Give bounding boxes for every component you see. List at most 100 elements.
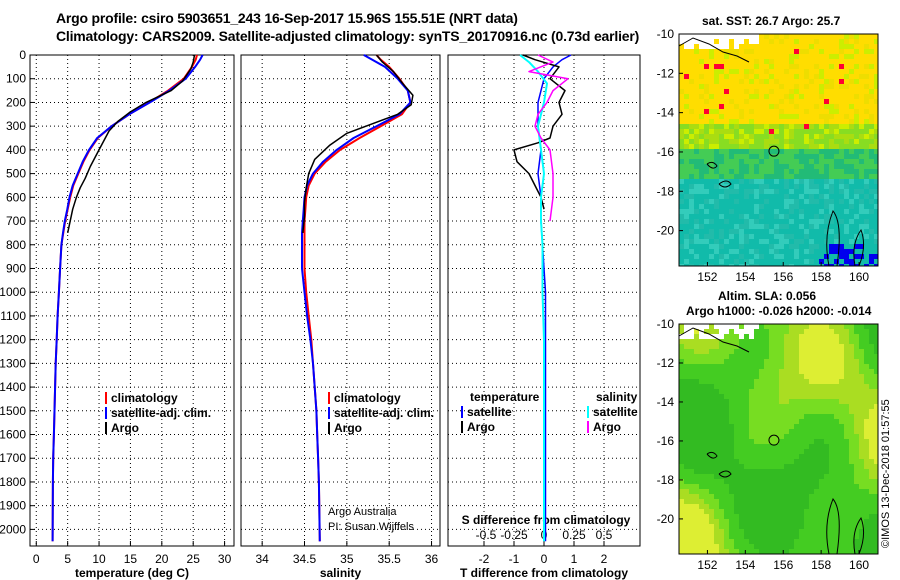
sla-map-pixel: [759, 504, 764, 509]
sla-map-pixel: [744, 414, 749, 419]
sst-map-pixel: [694, 134, 699, 139]
sst-map-pixel: [754, 174, 759, 179]
sst-map-pixel: [719, 114, 724, 119]
sla-map-pixel: [834, 544, 839, 549]
sla-map-pixel: [724, 324, 729, 329]
sst-map-pixel: [724, 244, 729, 249]
sst-map-pixel: [784, 84, 789, 89]
sla-map-pixel: [754, 354, 759, 359]
sst-map-pixel: [709, 134, 714, 139]
sla-map-pixel: [874, 479, 878, 484]
sla-map-pixel: [744, 464, 749, 469]
sst-map-pixel: [764, 179, 769, 184]
sla-map-pixel: [774, 374, 779, 379]
sla-map-pixel: [839, 449, 844, 454]
sst-map-pixel: [689, 84, 694, 89]
sla-map-pixel: [779, 509, 784, 514]
sst-map-pixel: [724, 254, 729, 259]
sla-map-pixel: [714, 399, 719, 404]
sst-map-pixel: [849, 64, 854, 69]
sla-map-pixel: [689, 424, 694, 429]
sla-map-pixel: [874, 419, 878, 424]
sst-map-pixel: [694, 194, 699, 199]
sla-map-pixel: [849, 509, 854, 514]
sst-map-pixel: [719, 144, 724, 149]
sla-map-pixel: [874, 374, 878, 379]
sst-map-pixel: [869, 179, 874, 184]
sla-map-pixel: [789, 464, 794, 469]
sst-map-pixel: [864, 209, 869, 214]
sst-map-pixel: [859, 89, 864, 94]
sla-map-pixel: [819, 459, 824, 464]
sla-map-pixel: [759, 379, 764, 384]
sla-map-pixel: [819, 439, 824, 444]
sst-map-pixel: [839, 139, 844, 144]
sla-map-pixel: [679, 324, 684, 329]
sst-map-pixel: [724, 139, 729, 144]
sst-map-pixel: [799, 49, 804, 54]
sst-map-pixel: [874, 234, 878, 239]
sst-map-pixel: [709, 144, 714, 149]
sst-map-pixel: [789, 39, 794, 44]
sla-map-pixel: [869, 334, 874, 339]
sla-map-pixel: [684, 369, 689, 374]
sst-map-pixel: [849, 184, 854, 189]
sla-map-pixel: [799, 534, 804, 539]
sst-map-pixel: [839, 169, 844, 174]
sst-map-pixel: [854, 114, 859, 119]
sst-map-pixel: [679, 39, 684, 44]
sla-map-pixel: [694, 344, 699, 349]
sst-map-pixel: [844, 119, 849, 124]
sla-map-pixel: [869, 434, 874, 439]
sst-map-pixel: [679, 234, 684, 239]
temperature-series-argo: [66, 54, 196, 234]
sla-map-pixel: [814, 484, 819, 489]
sst-map-pixel: [774, 124, 779, 129]
sst-map-pixel: [829, 114, 834, 119]
sla-map-pixel: [709, 419, 714, 424]
sst-map-pixel: [754, 259, 759, 264]
sla-map-pixel: [794, 529, 799, 534]
sst-map-pixel: [739, 74, 744, 79]
sst-map-pixel: [859, 249, 864, 254]
sst-map-pixel: [814, 254, 819, 259]
sla-map-pixel: [854, 449, 859, 454]
sla-map-pixel: [809, 354, 814, 359]
sla-map-pixel: [694, 469, 699, 474]
sst-map-pixel: [794, 124, 799, 129]
sst-map-pixel: [834, 149, 839, 154]
sst-map-pixel: [864, 89, 869, 94]
sst-map-pixel: [759, 64, 764, 69]
sla-map-pixel: [804, 499, 809, 504]
sla-map-pixel: [689, 454, 694, 459]
sla-map-pixel: [744, 369, 749, 374]
sla-map-pixel: [739, 499, 744, 504]
sst-map-pixel: [809, 239, 814, 244]
sla-map-pixel: [809, 449, 814, 454]
sst-map-pixel: [779, 114, 784, 119]
sst-map-pixel: [809, 174, 814, 179]
sst-map-pixel: [684, 44, 689, 49]
sla-map-pixel: [769, 414, 774, 419]
sla-map-pixel: [679, 409, 684, 414]
sla-map-pixel: [874, 404, 878, 409]
sst-map-pixel: [714, 34, 719, 39]
sst-map-pixel: [824, 199, 829, 204]
sla-map-pixel: [784, 459, 789, 464]
sst-map-pixel: [709, 109, 714, 114]
sla-map-pixel: [864, 494, 869, 499]
sst-map-pixel: [824, 259, 829, 264]
sst-map-pixel: [759, 79, 764, 84]
sla-map-pixel: [799, 474, 804, 479]
sla-map-pixel: [724, 444, 729, 449]
sla-map-pixel: [869, 519, 874, 524]
sla-map-pixel: [699, 474, 704, 479]
sla-map-pixel: [844, 474, 849, 479]
sla-map-pixel: [819, 344, 824, 349]
sla-map-pixel: [809, 549, 814, 554]
sla-map-pixel: [704, 514, 709, 519]
sst-map-pixel: [774, 259, 779, 264]
sst-map-pixel: [789, 149, 794, 154]
sst-map-pixel: [819, 39, 824, 44]
sst-map-pixel: [874, 264, 878, 266]
